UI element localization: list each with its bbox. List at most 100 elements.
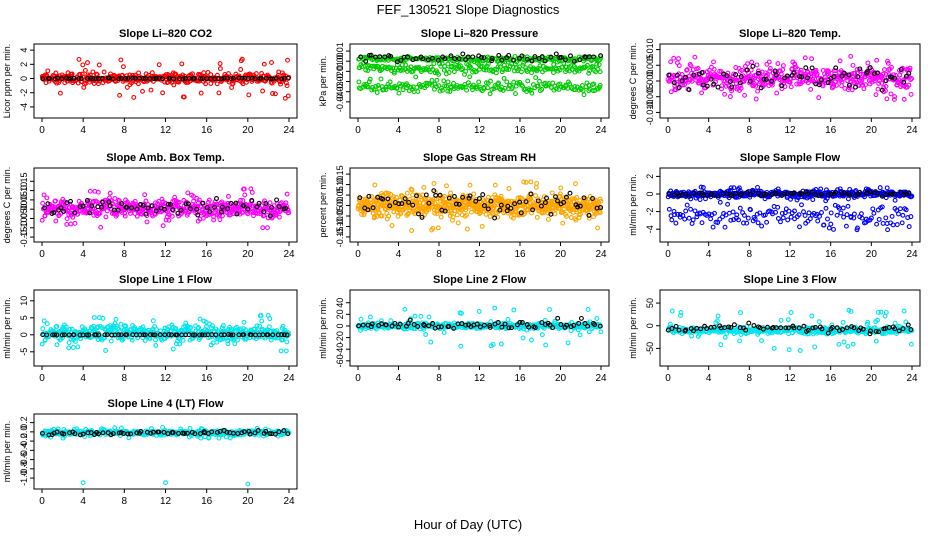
y-tick-label: -2 xyxy=(645,208,655,216)
data-point xyxy=(676,85,682,90)
data-point xyxy=(100,315,106,321)
data-point xyxy=(805,75,810,81)
data-point xyxy=(492,215,498,221)
data-point xyxy=(206,197,212,203)
x-tick-label: 8 xyxy=(747,249,753,260)
data-point xyxy=(526,87,532,93)
data-point xyxy=(40,326,46,332)
data-point xyxy=(442,56,448,62)
data-point xyxy=(455,220,461,226)
data-point xyxy=(238,67,244,72)
data-point xyxy=(490,211,496,217)
data-point xyxy=(423,192,429,198)
data-point xyxy=(190,71,195,77)
data-point xyxy=(571,58,577,64)
data-point xyxy=(196,325,202,330)
data-point xyxy=(103,214,109,220)
data-point xyxy=(577,332,583,338)
data-point xyxy=(586,212,592,218)
data-point xyxy=(242,192,248,198)
data-point xyxy=(429,82,435,88)
panel-title: Slope Li–820 CO2 xyxy=(119,28,212,40)
data-point xyxy=(782,191,788,197)
data-point xyxy=(197,332,203,338)
data-point xyxy=(88,75,94,81)
data-point xyxy=(884,96,890,102)
data-point xyxy=(153,208,159,214)
data-point xyxy=(883,192,889,197)
data-point xyxy=(123,76,128,81)
data-point xyxy=(553,194,558,200)
data-point xyxy=(170,207,176,213)
data-point xyxy=(722,91,728,97)
data-point xyxy=(64,221,70,227)
data-point xyxy=(806,210,812,216)
data-point xyxy=(199,332,205,338)
data-point xyxy=(548,54,554,60)
data-point xyxy=(171,82,177,88)
data-point xyxy=(872,71,877,76)
data-point xyxy=(529,337,534,343)
data-point xyxy=(520,335,526,341)
data-point xyxy=(548,211,554,217)
data-point xyxy=(728,217,734,223)
data-point xyxy=(578,211,583,217)
y-tick-label: 0.05 xyxy=(335,186,345,204)
data-point xyxy=(90,76,96,81)
data-point xyxy=(165,201,171,207)
data-point xyxy=(669,217,675,223)
data-point xyxy=(708,216,714,222)
data-point xyxy=(453,201,459,207)
data-point xyxy=(415,211,421,217)
data-point xyxy=(115,325,121,331)
data-point xyxy=(899,220,905,226)
y-tick-label: 2 xyxy=(645,174,655,179)
data-point xyxy=(542,200,548,206)
data-point xyxy=(529,90,535,96)
data-point xyxy=(200,200,206,206)
data-point xyxy=(84,198,90,203)
data-point xyxy=(742,92,748,98)
data-point xyxy=(59,76,65,82)
data-point xyxy=(831,74,837,80)
data-point xyxy=(282,95,288,101)
data-point xyxy=(595,225,601,231)
data-point xyxy=(388,53,394,59)
data-point xyxy=(217,61,223,67)
data-point xyxy=(462,82,468,88)
panel-title: Slope Line 2 Flow xyxy=(433,274,526,286)
x-tick-label: 12 xyxy=(474,125,486,136)
data-point xyxy=(597,69,603,75)
data-point xyxy=(162,206,168,212)
data-point xyxy=(859,215,865,221)
data-point xyxy=(596,209,602,215)
x-tick-label: 4 xyxy=(396,125,402,136)
data-point xyxy=(596,62,602,68)
data-point xyxy=(543,342,549,348)
data-point xyxy=(185,201,191,207)
y-tick-label: 0.05 xyxy=(19,191,29,209)
data-point xyxy=(445,79,451,85)
y-axis-label: ml/min per min. xyxy=(628,174,638,236)
data-point xyxy=(598,53,604,59)
data-point xyxy=(113,316,119,322)
data-point xyxy=(256,200,262,206)
y-axis-label: ml/min per min. xyxy=(318,297,328,359)
x-tick-label: 20 xyxy=(866,125,878,136)
data-point xyxy=(483,211,489,217)
data-point xyxy=(408,64,414,70)
data-point xyxy=(259,318,265,324)
data-point xyxy=(418,313,424,319)
data-point xyxy=(597,82,603,88)
data-point xyxy=(547,307,552,312)
data-point xyxy=(692,54,698,60)
data-point xyxy=(839,191,845,197)
data-point xyxy=(875,190,881,196)
data-point xyxy=(379,213,385,219)
data-point xyxy=(254,204,260,210)
data-point xyxy=(385,196,391,202)
data-point xyxy=(901,96,907,102)
data-point xyxy=(239,75,245,81)
data-point xyxy=(145,205,151,211)
